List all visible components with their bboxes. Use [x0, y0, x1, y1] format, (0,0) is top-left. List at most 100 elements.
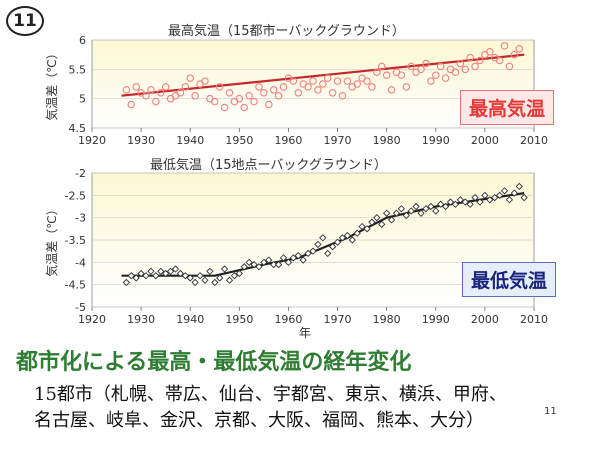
- bottom-data-point: [466, 200, 474, 208]
- top-data-point: [260, 89, 268, 97]
- bottom-data-point: [250, 260, 258, 269]
- slide-number-badge: 11: [6, 6, 44, 36]
- bottom-data-point: [225, 276, 234, 284]
- top-x-tick-label: 2010: [520, 134, 548, 147]
- top-data-point: [152, 97, 160, 106]
- top-data-point: [279, 83, 288, 91]
- top-x-tick-label: 1920: [78, 134, 106, 147]
- top-data-point: [245, 91, 253, 100]
- bottom-data-point: [127, 272, 135, 280]
- top-data-point: [495, 56, 504, 65]
- top-data-point: [461, 65, 469, 74]
- top-data-point: [338, 91, 347, 100]
- bottom-x-tick-label: 2010: [520, 313, 548, 326]
- top-data-point: [157, 89, 165, 97]
- top-data-point: [215, 83, 224, 91]
- cities-line-2: 名古屋、岐阜、金沢、京都、大阪、福岡、熊本、大分）: [34, 410, 484, 431]
- bottom-data-point: [132, 274, 140, 282]
- bottom-data-point: [152, 272, 160, 280]
- top-data-point: [265, 100, 273, 109]
- top-data-point: [314, 86, 322, 94]
- top-x-tick-label: 1980: [373, 134, 401, 147]
- top-data-point: [451, 68, 460, 77]
- bottom-x-tick-label: 1930: [127, 313, 155, 326]
- top-data-point: [211, 97, 219, 106]
- bottom-data-point: [206, 267, 214, 275]
- bottom-x-axis-label: 年: [299, 326, 311, 340]
- top-data-point: [466, 53, 474, 62]
- top-data-point: [333, 77, 342, 85]
- bottom-data-point: [417, 209, 425, 217]
- top-data-point: [235, 94, 244, 103]
- bottom-y-tick-label: -3: [75, 212, 86, 225]
- bottom-y-tick-label: -2.5: [65, 189, 86, 202]
- top-data-point: [363, 77, 371, 85]
- bottom-x-tick-label: 1960: [274, 313, 302, 326]
- top-data-point: [176, 89, 185, 97]
- bottom-x-tick-label: 1970: [324, 313, 352, 326]
- bottom-data-point: [294, 251, 302, 260]
- bottom-data-point: [500, 187, 509, 195]
- bottom-y-tick-label: -5: [75, 301, 86, 314]
- bottom-data-point: [378, 220, 386, 229]
- top-chart: 4.5 5 5.5 6 1920 1930 1940 1950 1960 1970 1980 1990…: [44, 34, 548, 147]
- bottom-data-point: [446, 198, 455, 206]
- bottom-data-point: [137, 269, 145, 278]
- bottom-data-point: [142, 272, 150, 280]
- top-data-point: [373, 68, 381, 77]
- page-number: 11: [544, 406, 557, 417]
- bottom-data-point: [451, 200, 460, 208]
- bottom-data-point: [476, 198, 484, 206]
- top-y-tick-label: 5.5: [69, 63, 87, 76]
- bottom-data-point: [299, 256, 307, 264]
- top-trend-line: [121, 53, 525, 97]
- top-x-tick-label: 1930: [127, 134, 155, 147]
- top-data-point: [486, 47, 494, 56]
- top-y-tick-label: 6: [79, 34, 86, 47]
- top-data-point: [304, 83, 312, 91]
- top-data-point: [122, 86, 131, 94]
- bottom-data-point: [220, 265, 229, 273]
- bottom-data-point: [186, 274, 194, 282]
- bottom-data-point: [171, 265, 180, 273]
- bottom-data-point: [255, 263, 263, 271]
- bottom-data-point: [432, 207, 440, 215]
- top-data-point: [147, 86, 155, 94]
- top-data-point: [142, 91, 150, 100]
- bottom-x-tick-label: 1990: [422, 313, 450, 326]
- bottom-data-point: [235, 269, 243, 278]
- bottom-data-point: [368, 218, 376, 226]
- top-data-point: [441, 74, 450, 82]
- top-x-tick-label: 1940: [176, 134, 204, 147]
- bottom-data-point: [166, 267, 175, 275]
- bottom-data-point: [427, 202, 435, 211]
- top-data-point: [294, 89, 303, 97]
- bottom-data-point: [147, 267, 155, 275]
- top-data-point: [319, 80, 327, 88]
- bottom-chart-title: 最低気温（15地点ーバックグラウンド）: [150, 158, 387, 173]
- bottom-data-point: [289, 254, 297, 262]
- bottom-data-point: [358, 222, 366, 231]
- bottom-data-point: [245, 258, 253, 266]
- bottom-data-point: [304, 249, 312, 258]
- bottom-data-point: [392, 209, 401, 217]
- bottom-data-point: [201, 276, 209, 284]
- top-data-point: [436, 62, 445, 71]
- top-data-point: [378, 62, 386, 71]
- bottom-data-point: [230, 272, 239, 280]
- top-data-point: [402, 83, 411, 91]
- bottom-x-tick-label: 1920: [78, 313, 106, 326]
- bottom-data-point: [486, 196, 494, 204]
- top-data-point: [323, 74, 332, 82]
- top-data-point: [289, 77, 298, 85]
- bottom-chart: -5 -4.5 -4 -3.5 -3 -2.5 -2 1920 1930 1940 1950 1960…: [44, 167, 548, 340]
- bottom-data-point: [260, 258, 268, 266]
- bottom-data-point: [510, 189, 518, 197]
- top-data-point: [269, 86, 278, 94]
- bottom-data-point: [279, 254, 288, 262]
- top-data-point: [427, 77, 435, 85]
- bottom-data-point: [481, 191, 489, 199]
- top-y-tick-label: 5: [79, 93, 86, 106]
- top-x-tick-label: 1990: [422, 134, 450, 147]
- top-data-point: [471, 62, 479, 71]
